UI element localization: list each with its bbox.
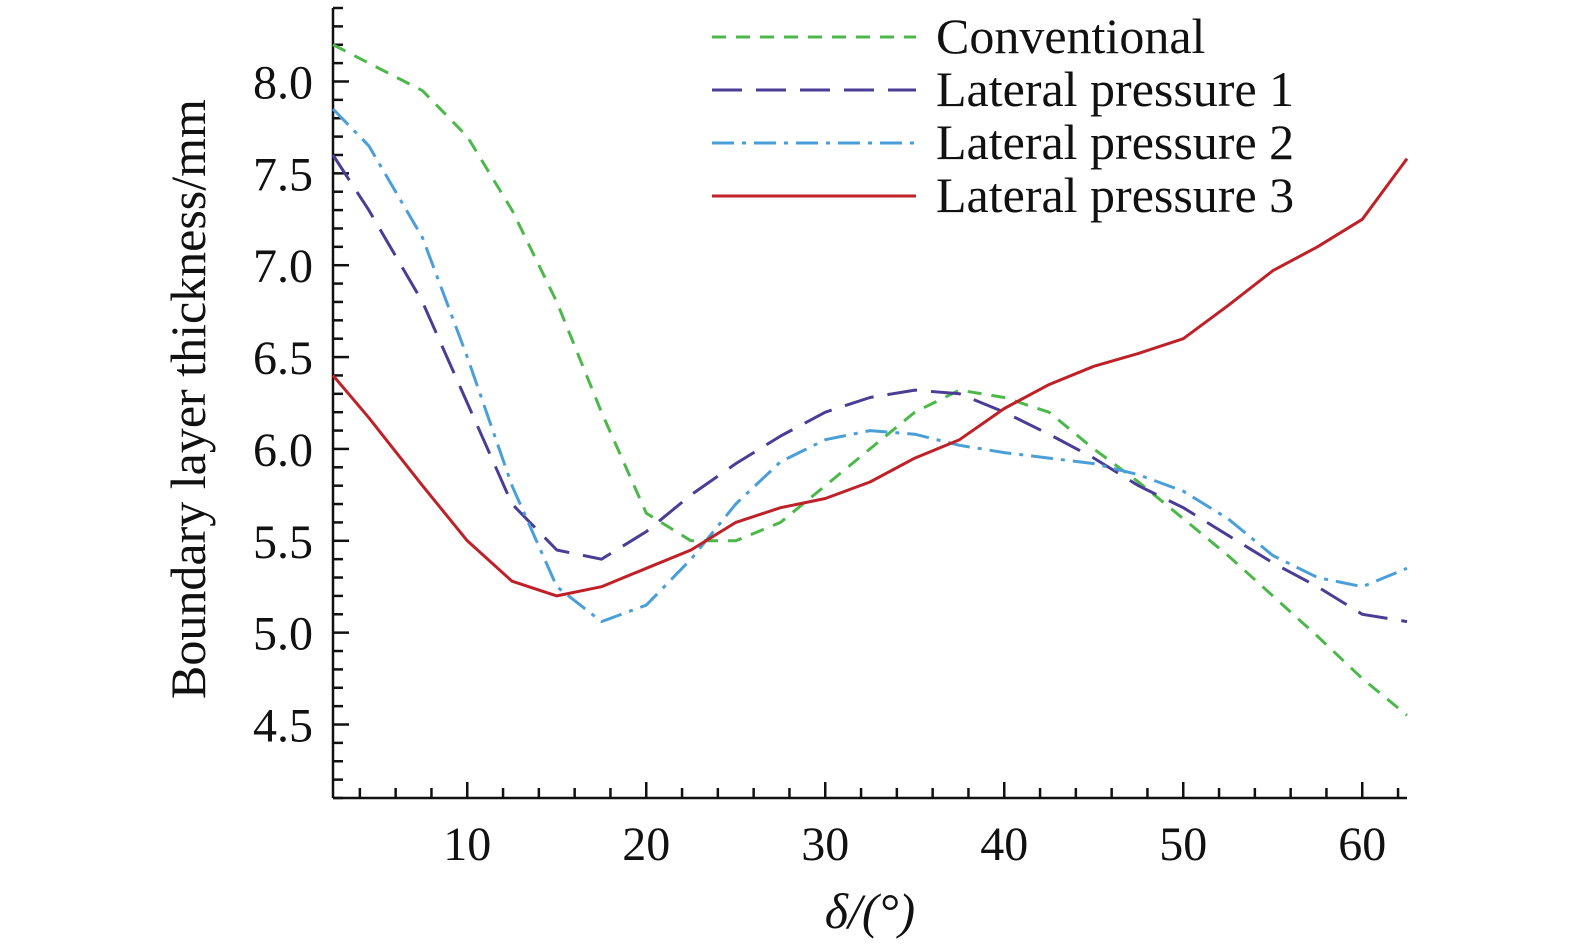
series-line xyxy=(331,157,1409,598)
legend-item: Lateral pressure 1 xyxy=(712,61,1294,117)
series-2 xyxy=(331,154,1408,624)
y-tick-label: 6.5 xyxy=(253,332,313,385)
y-tick-label: 8.0 xyxy=(253,56,313,109)
x-tick-label: 30 xyxy=(801,818,849,871)
x-tick-label: 40 xyxy=(980,818,1028,871)
series-1 xyxy=(332,43,1408,717)
x-tick-label: 50 xyxy=(1159,818,1207,871)
y-tick-label: 6.0 xyxy=(253,424,313,477)
series-group xyxy=(331,43,1409,717)
axes: 10 20 30 40 50 60 4.5 5.0 5.5 6.0 6.5 7.0 7.5 8.0 xyxy=(253,6,1407,871)
series-3 xyxy=(331,107,1408,624)
legend-item: Lateral pressure 2 xyxy=(712,114,1294,170)
legend-item: Lateral pressure 3 xyxy=(712,167,1294,223)
legend-label: Lateral pressure 2 xyxy=(936,114,1294,170)
series-line xyxy=(331,154,1408,624)
y-tick-label: 5.5 xyxy=(253,516,313,569)
y-tick-label: 7.5 xyxy=(253,148,313,201)
x-tick-label: 20 xyxy=(622,818,670,871)
y-tick-label: 7.0 xyxy=(253,240,313,293)
y-tick-label: 4.5 xyxy=(253,700,313,753)
x-tick-label: 60 xyxy=(1338,818,1386,871)
series-4 xyxy=(331,157,1409,598)
series-line xyxy=(332,43,1408,717)
legend-label: Lateral pressure 3 xyxy=(936,167,1294,223)
y-tick-label: 5.0 xyxy=(253,608,313,661)
y-axis-title: Boundary layer thickness/mm xyxy=(160,99,216,699)
legend-label: Conventional xyxy=(936,8,1205,64)
legend-item: Conventional xyxy=(712,8,1205,64)
x-tick-label: 10 xyxy=(443,818,491,871)
x-axis-title: δ/(°) xyxy=(825,883,915,939)
legend-label: Lateral pressure 1 xyxy=(936,61,1294,117)
series-line xyxy=(331,107,1408,624)
